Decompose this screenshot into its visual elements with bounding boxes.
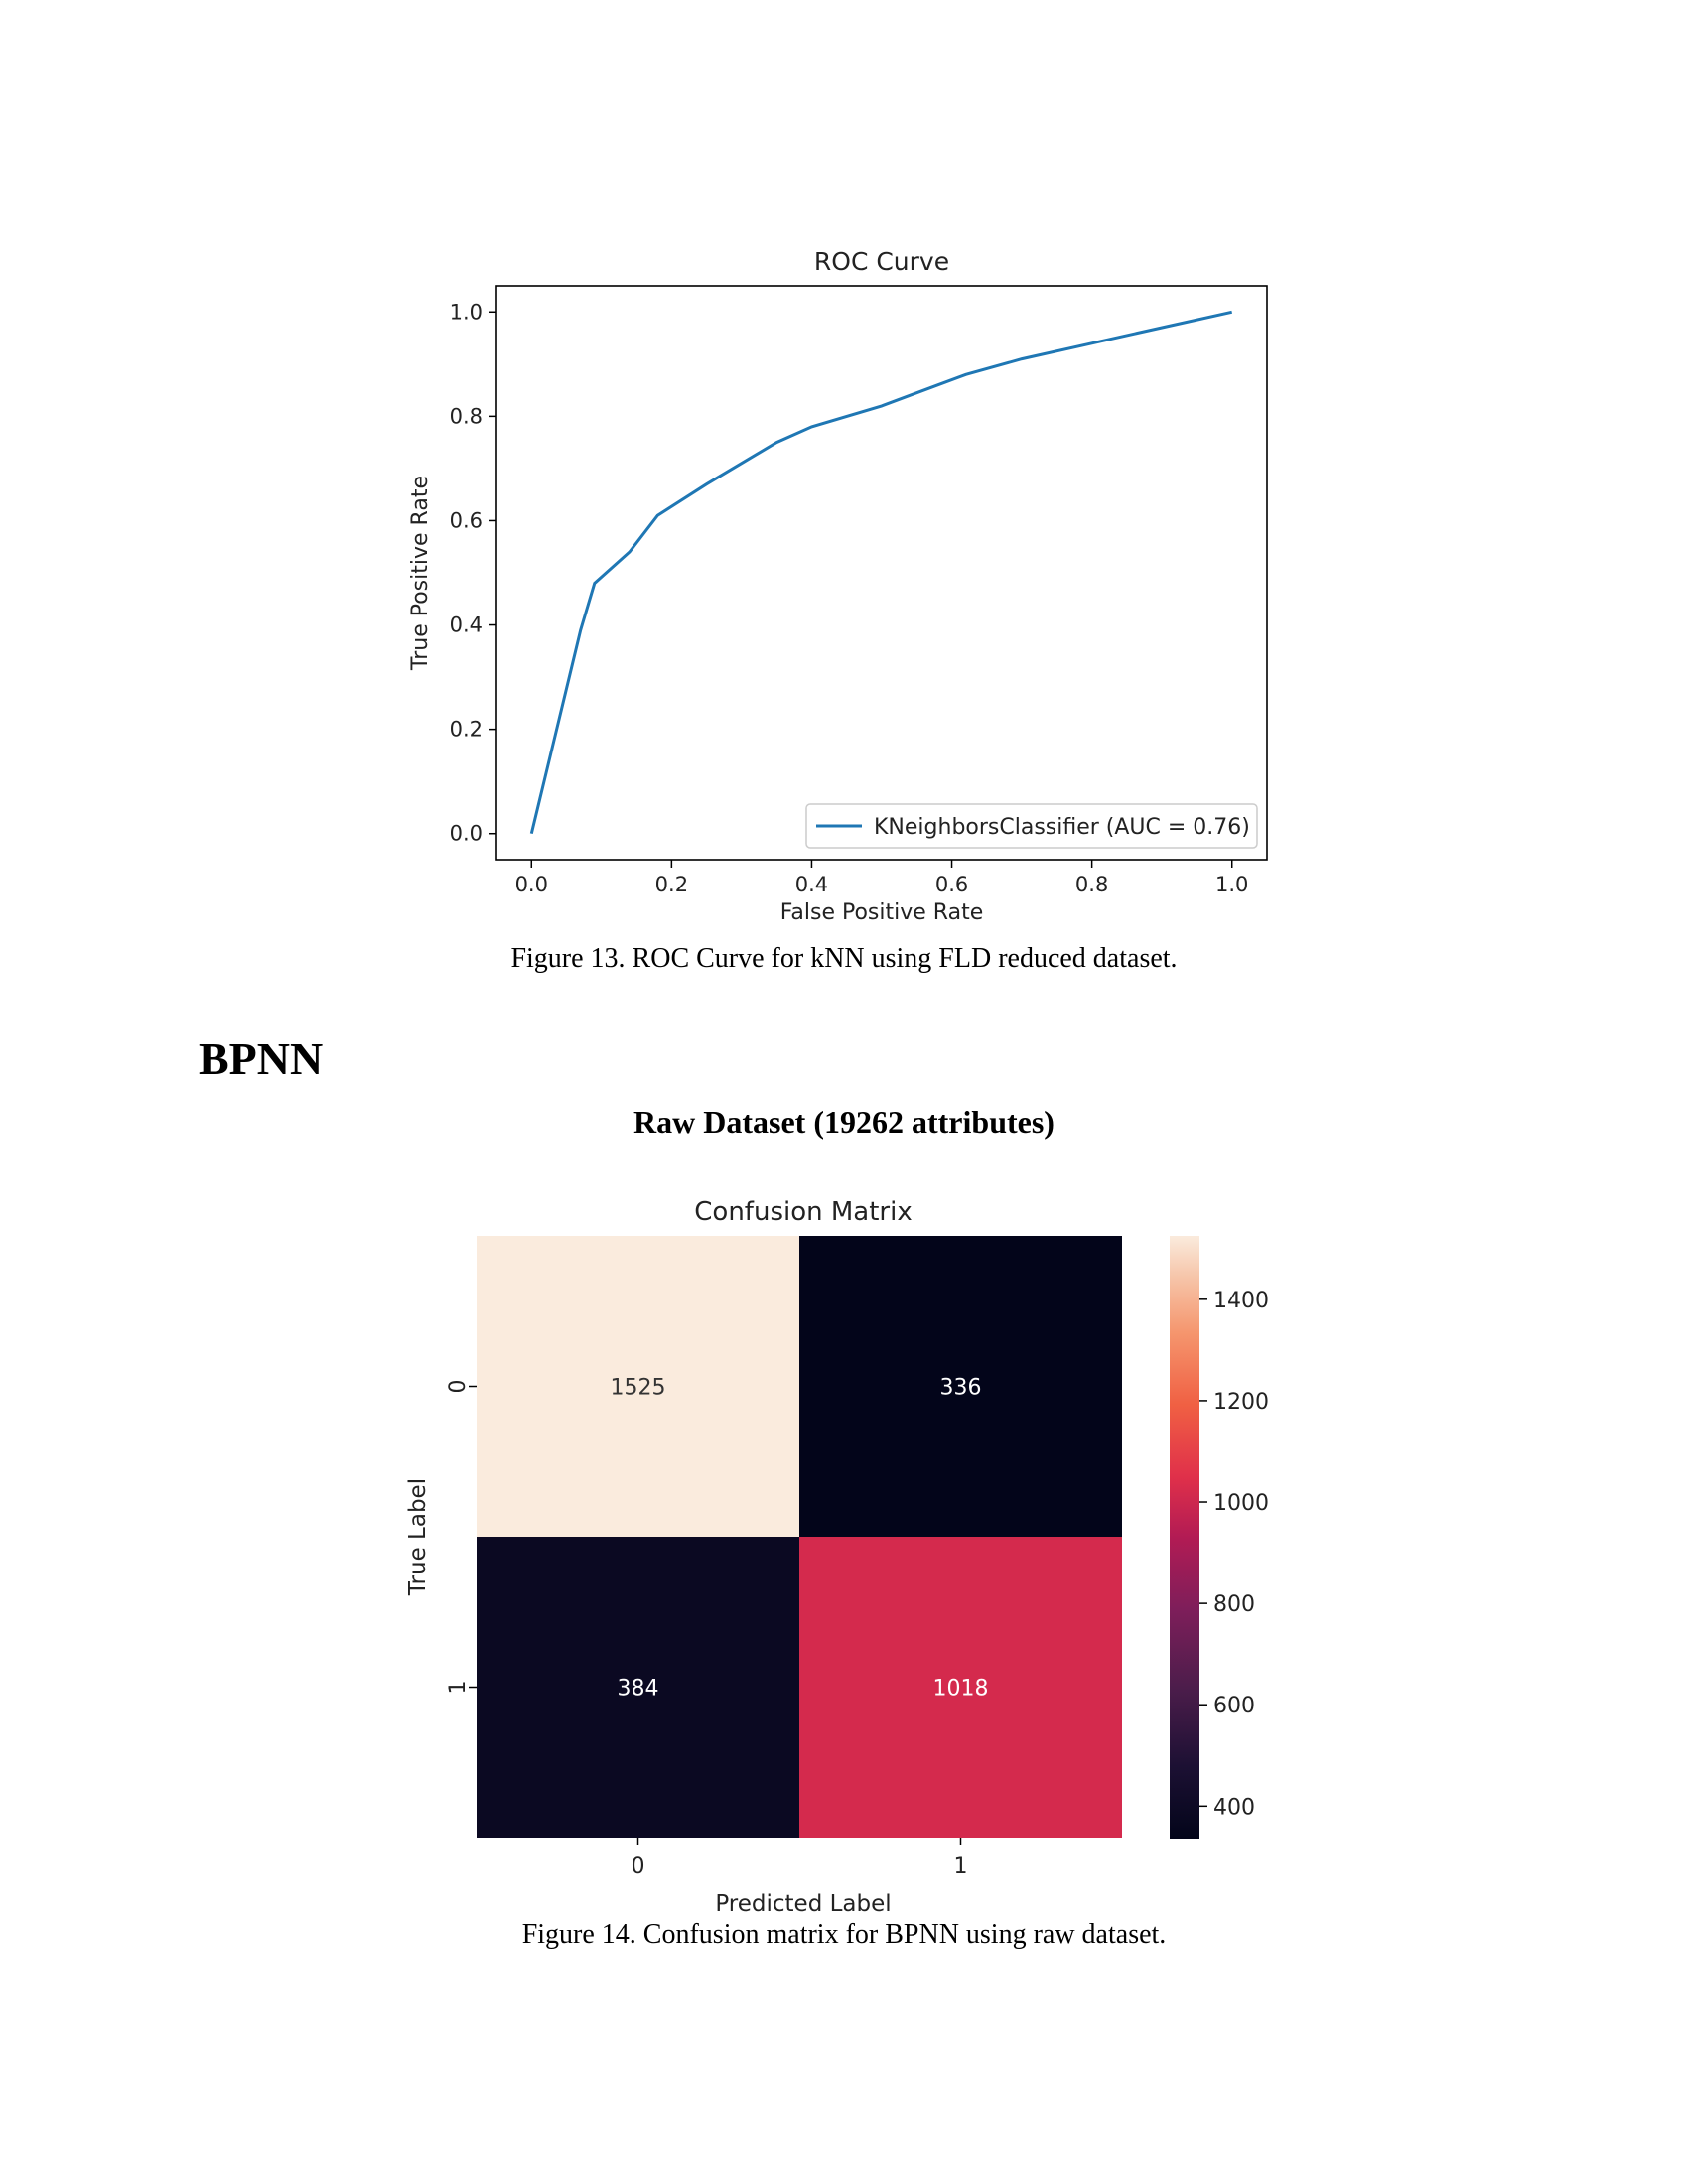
roc-plot-frame xyxy=(495,285,1268,861)
section-heading: BPNN xyxy=(199,1033,324,1084)
roc-y-axis: 0.0 0.2 0.4 0.6 0.8 1.0 xyxy=(450,300,496,846)
roc-x-axis: 0.0 0.2 0.4 0.6 0.8 1.0 xyxy=(515,860,1248,896)
cm-x-label: Predicted Label xyxy=(715,1891,891,1917)
cm-colorbar-tick-label: 1400 xyxy=(1213,1289,1269,1313)
roc-series-line xyxy=(529,310,1233,835)
cm-cell-value: 336 xyxy=(940,1376,982,1401)
cm-colorbar-tick-label: 400 xyxy=(1213,1795,1255,1820)
cm-colorbar-axis: 400 600 800 1000 1200 1400 xyxy=(1199,1289,1269,1820)
roc-legend-box xyxy=(805,803,1258,849)
roc-x-tick-label: 1.0 xyxy=(1215,873,1248,896)
roc-legend: KNeighborsClassifier (AUC = 0.76) xyxy=(805,803,1258,849)
roc-y-tick-label: 0.4 xyxy=(450,614,483,637)
cm-cell-value: 1525 xyxy=(611,1376,666,1401)
cm-colorbar xyxy=(1170,1236,1199,1839)
cm-cell xyxy=(799,1236,1122,1537)
roc-y-tick-label: 0.2 xyxy=(450,718,483,742)
cm-col-tick-label: 0 xyxy=(632,1854,645,1879)
roc-y-tick-label: 0.6 xyxy=(450,508,483,532)
cm-title: Confusion Matrix xyxy=(694,1197,912,1227)
cm-y-label: True Label xyxy=(405,1478,431,1596)
cm-row-axis: 01 xyxy=(446,1380,477,1695)
cm-cell-value: 1018 xyxy=(933,1677,989,1702)
cm-cell-value: 384 xyxy=(618,1677,659,1702)
roc-y-tick-label: 0.0 xyxy=(450,822,483,846)
cm-colorbar-tick-label: 600 xyxy=(1213,1694,1255,1718)
cm-cell xyxy=(799,1537,1122,1838)
cm-row-tick-label: 0 xyxy=(446,1380,471,1394)
roc-chart: ROC Curve 0.0 0.2 0.4 0.6 0.8 1.0 0.00.20.40.… xyxy=(408,247,1268,925)
roc-caption: Figure 13. ROC Curve for kNN using FLD r… xyxy=(510,943,1178,974)
roc-y-tick-label: 0.8 xyxy=(450,404,483,428)
cm-cells: 1525 336 384 1018 xyxy=(477,1236,1122,1838)
cm-caption: Figure 14. Confusion matrix for BPNN usi… xyxy=(521,1919,1167,1950)
roc-x-tick-label: 0.6 xyxy=(935,873,968,896)
subsection-heading: Raw Dataset (19262 attributes) xyxy=(633,1104,1055,1140)
roc-y-tick-label: 1.0 xyxy=(450,300,483,324)
cm-colorbar-tick-label: 800 xyxy=(1213,1592,1255,1617)
cm-colorbar-tick-label: 1200 xyxy=(1213,1390,1269,1415)
roc-legend-label: KNeighborsClassifier (AUC = 0.76) xyxy=(874,815,1250,840)
cm-colorbar-tick-label: 1000 xyxy=(1213,1491,1269,1516)
roc-x-tick-label: 0.4 xyxy=(795,873,828,896)
roc-title: ROC Curve xyxy=(814,247,949,276)
roc-x-tick-label: 0.0 xyxy=(515,873,548,896)
roc-x-tick-label: 0.8 xyxy=(1075,873,1108,896)
cm-cell xyxy=(477,1537,799,1838)
cm-col-tick-label: 1 xyxy=(954,1854,968,1879)
roc-x-label: False Positive Rate xyxy=(780,900,983,925)
roc-y-label: True Positive Rate xyxy=(408,476,433,671)
roc-x-tick-label: 0.2 xyxy=(655,873,688,896)
cm-row-tick-label: 1 xyxy=(446,1681,471,1695)
cm-cell xyxy=(477,1236,799,1537)
